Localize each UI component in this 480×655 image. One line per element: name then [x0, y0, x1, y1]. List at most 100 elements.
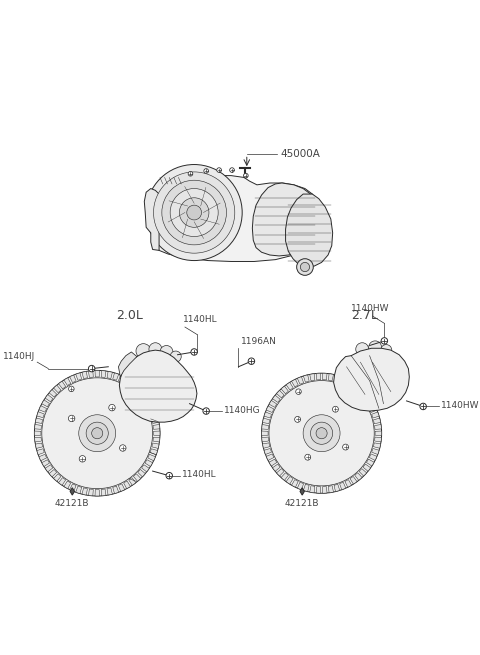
Polygon shape: [119, 352, 137, 377]
Circle shape: [35, 371, 160, 496]
Polygon shape: [138, 390, 145, 397]
Polygon shape: [35, 424, 41, 429]
Text: 1140HL: 1140HL: [183, 315, 218, 324]
Polygon shape: [54, 474, 61, 481]
Polygon shape: [152, 418, 159, 423]
Polygon shape: [150, 412, 157, 418]
Polygon shape: [144, 189, 159, 250]
Circle shape: [86, 422, 108, 444]
Polygon shape: [334, 484, 340, 492]
Polygon shape: [366, 459, 374, 466]
Polygon shape: [273, 395, 280, 402]
Polygon shape: [373, 443, 381, 448]
Circle shape: [311, 422, 333, 444]
Polygon shape: [372, 449, 379, 455]
Polygon shape: [297, 482, 304, 490]
Polygon shape: [269, 459, 277, 466]
Polygon shape: [113, 486, 119, 494]
Polygon shape: [291, 379, 298, 387]
Circle shape: [162, 180, 227, 245]
Circle shape: [170, 351, 181, 362]
Polygon shape: [42, 460, 49, 466]
Polygon shape: [264, 449, 272, 455]
Polygon shape: [59, 381, 66, 389]
Polygon shape: [148, 455, 156, 460]
Circle shape: [356, 343, 369, 356]
Circle shape: [42, 378, 153, 489]
Polygon shape: [323, 487, 327, 493]
Circle shape: [188, 172, 193, 176]
Polygon shape: [297, 377, 304, 384]
Polygon shape: [95, 371, 99, 377]
Polygon shape: [82, 488, 87, 495]
Polygon shape: [263, 418, 270, 424]
Polygon shape: [328, 374, 334, 381]
Polygon shape: [372, 412, 379, 418]
Polygon shape: [49, 470, 57, 477]
Polygon shape: [59, 477, 66, 485]
Polygon shape: [303, 484, 309, 492]
Polygon shape: [369, 406, 377, 413]
Polygon shape: [39, 455, 47, 460]
Polygon shape: [281, 473, 288, 480]
Text: 2.0L: 2.0L: [116, 309, 143, 322]
Polygon shape: [42, 400, 49, 407]
Polygon shape: [266, 406, 274, 413]
Polygon shape: [82, 371, 87, 379]
Circle shape: [79, 415, 116, 452]
Text: 1140HW: 1140HW: [351, 304, 390, 313]
Polygon shape: [359, 468, 367, 476]
Polygon shape: [355, 473, 362, 480]
Circle shape: [296, 389, 301, 394]
Circle shape: [68, 415, 75, 422]
Polygon shape: [145, 460, 153, 466]
Circle shape: [146, 164, 242, 261]
Polygon shape: [95, 489, 99, 496]
Polygon shape: [49, 390, 57, 397]
Circle shape: [204, 169, 208, 174]
Circle shape: [154, 172, 235, 253]
Polygon shape: [339, 482, 346, 490]
Polygon shape: [355, 386, 362, 394]
Polygon shape: [334, 348, 409, 411]
Circle shape: [217, 168, 221, 172]
Circle shape: [295, 417, 300, 422]
Polygon shape: [345, 379, 352, 387]
Polygon shape: [366, 400, 374, 407]
Circle shape: [243, 174, 248, 178]
Polygon shape: [124, 481, 131, 489]
Polygon shape: [281, 386, 288, 394]
Circle shape: [109, 404, 115, 411]
Circle shape: [120, 445, 126, 451]
Circle shape: [180, 198, 209, 227]
Polygon shape: [150, 449, 157, 455]
Polygon shape: [70, 488, 74, 495]
Polygon shape: [264, 412, 272, 418]
Polygon shape: [286, 476, 293, 484]
Polygon shape: [36, 443, 43, 449]
Text: 1196AN: 1196AN: [241, 337, 277, 345]
Circle shape: [191, 348, 197, 355]
Text: 1140HW: 1140HW: [441, 401, 479, 410]
Polygon shape: [35, 437, 41, 442]
Polygon shape: [334, 375, 340, 382]
Polygon shape: [263, 443, 270, 448]
Polygon shape: [300, 488, 304, 495]
Polygon shape: [101, 489, 106, 496]
Circle shape: [381, 345, 392, 356]
Polygon shape: [375, 431, 382, 436]
Text: 42121B: 42121B: [55, 499, 90, 508]
Polygon shape: [70, 484, 76, 491]
Polygon shape: [369, 454, 377, 460]
Polygon shape: [37, 412, 44, 418]
Polygon shape: [345, 479, 352, 487]
Circle shape: [92, 428, 103, 439]
Circle shape: [136, 344, 151, 358]
Polygon shape: [148, 405, 156, 412]
Circle shape: [248, 358, 255, 364]
Polygon shape: [303, 375, 309, 382]
Polygon shape: [323, 373, 327, 380]
Polygon shape: [153, 424, 160, 429]
Polygon shape: [129, 381, 136, 389]
Polygon shape: [88, 371, 93, 377]
